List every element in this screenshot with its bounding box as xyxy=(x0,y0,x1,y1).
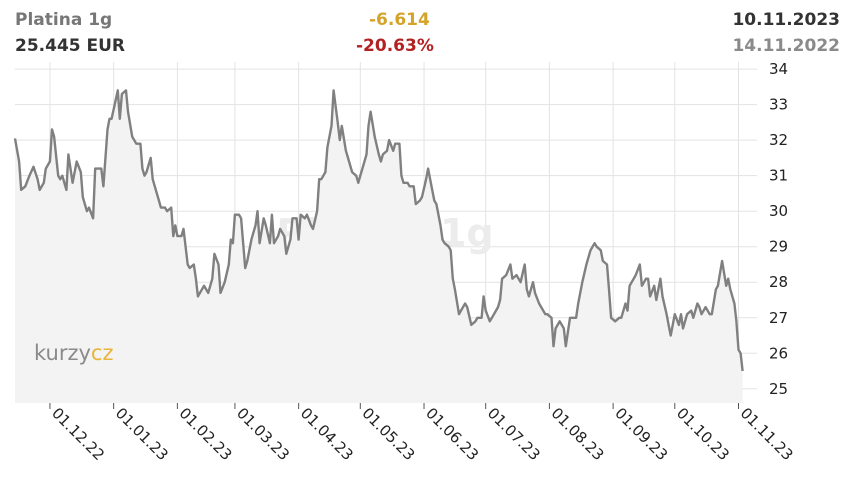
y-tick-label: 29 xyxy=(769,238,788,256)
change-absolute: -6.614 xyxy=(369,10,430,30)
x-tick-label: 01.10.23 xyxy=(673,404,733,464)
y-tick-label: 34 xyxy=(769,60,788,78)
current-price: 25.445 EUR xyxy=(15,36,126,56)
x-tick-label: 01.09.23 xyxy=(611,404,671,464)
x-tick-label: 01.08.23 xyxy=(548,404,608,464)
logo-text: kurzy xyxy=(34,341,91,365)
x-tick-label: 01.07.23 xyxy=(484,404,544,464)
instrument-name: Platina 1g xyxy=(15,10,113,30)
x-tick-label: 01.12.22 xyxy=(48,404,108,464)
x-tick-label: 01.11.23 xyxy=(737,404,797,464)
y-tick-label: 30 xyxy=(769,202,788,220)
y-axis-ticks: 25 26 27 28 29 30 31 32 33 34 xyxy=(769,60,788,398)
x-tick-label: 01.06.23 xyxy=(422,404,482,464)
x-tick-label: 01.04.23 xyxy=(297,404,357,464)
logo-accent: cz xyxy=(91,341,114,365)
x-tick-label: 01.05.23 xyxy=(358,404,418,464)
change-percent: -20.63% xyxy=(356,36,434,56)
kurzy-logo: kurzycz xyxy=(34,341,114,365)
x-tick-label: 01.03.23 xyxy=(233,404,293,464)
y-tick-label: 32 xyxy=(769,131,788,149)
y-tick-label: 27 xyxy=(769,309,788,327)
y-tick-label: 26 xyxy=(769,344,788,362)
price-line xyxy=(13,89,744,372)
end-date: 10.11.2023 xyxy=(732,10,840,30)
start-date: 14.11.2022 xyxy=(732,36,840,56)
y-tick-label: 25 xyxy=(769,380,788,398)
x-tick-label: 01.02.23 xyxy=(176,404,236,464)
y-tick-label: 31 xyxy=(769,167,788,185)
x-tick-label: 01.01.23 xyxy=(112,404,172,464)
y-tick-label: 28 xyxy=(769,273,788,291)
y-tick-label: 33 xyxy=(769,96,788,114)
